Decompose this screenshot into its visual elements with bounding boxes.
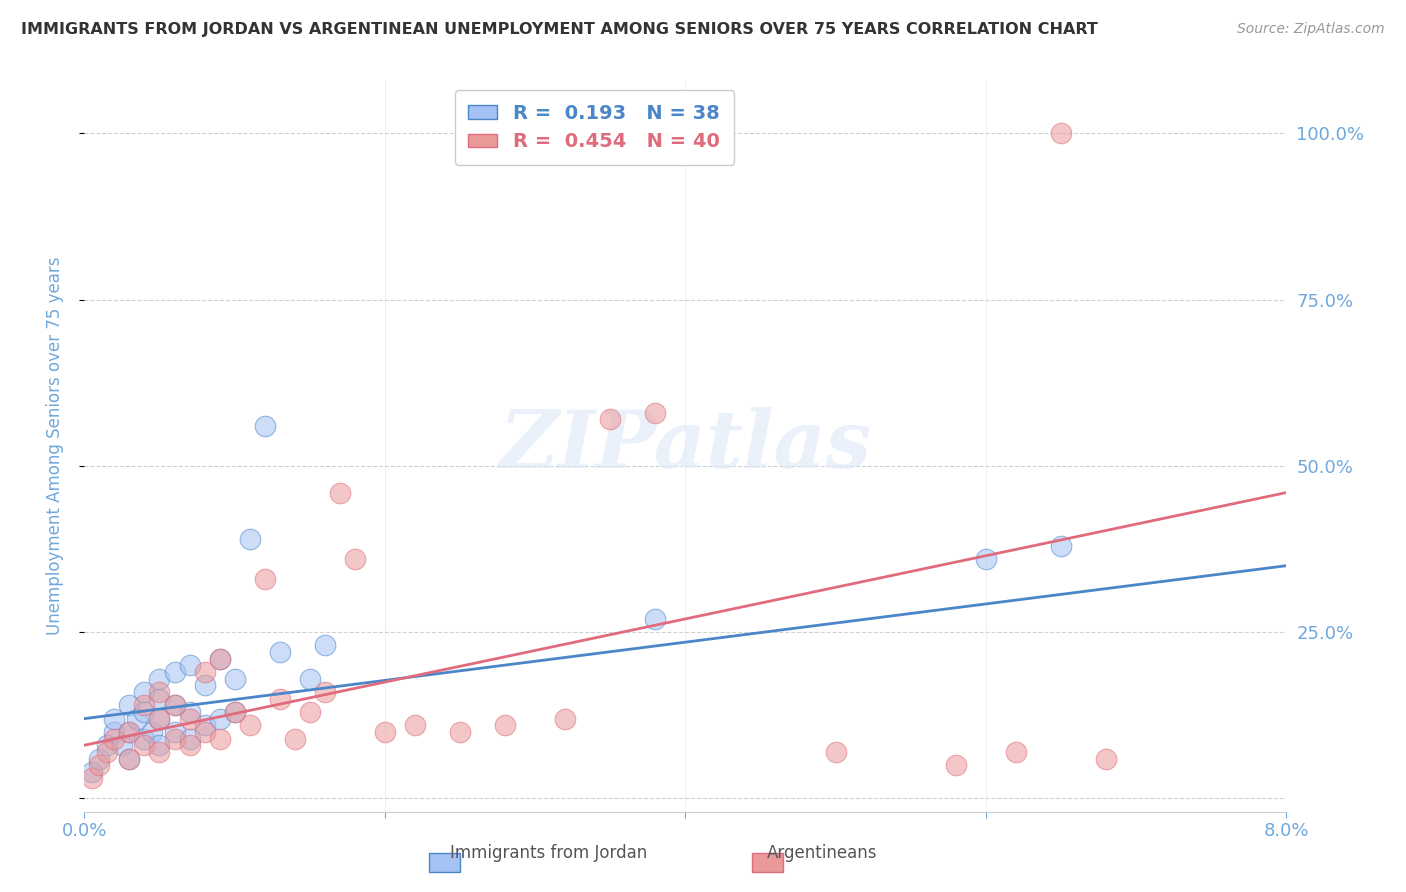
Point xyxy=(179,712,201,726)
Point xyxy=(163,698,186,713)
Point xyxy=(163,698,186,713)
Point xyxy=(179,738,201,752)
Point xyxy=(449,725,471,739)
Point xyxy=(284,731,307,746)
Point xyxy=(118,751,141,765)
Point xyxy=(269,645,291,659)
Point xyxy=(179,705,201,719)
Point xyxy=(1005,745,1028,759)
Point xyxy=(269,691,291,706)
Point xyxy=(644,612,666,626)
Point xyxy=(96,738,118,752)
Point xyxy=(103,712,125,726)
Point xyxy=(103,725,125,739)
Point xyxy=(644,406,666,420)
Point xyxy=(163,725,186,739)
Point xyxy=(134,731,156,746)
Point xyxy=(194,665,217,679)
Point xyxy=(103,731,125,746)
Point xyxy=(239,718,262,732)
Point xyxy=(148,685,170,699)
Point xyxy=(134,738,156,752)
Point xyxy=(194,718,217,732)
Point xyxy=(96,745,118,759)
Point xyxy=(298,672,321,686)
Point xyxy=(148,738,170,752)
Text: IMMIGRANTS FROM JORDAN VS ARGENTINEAN UNEMPLOYMENT AMONG SENIORS OVER 75 YEARS C: IMMIGRANTS FROM JORDAN VS ARGENTINEAN UN… xyxy=(21,22,1098,37)
Point xyxy=(118,725,141,739)
Point xyxy=(974,552,997,566)
Point xyxy=(148,691,170,706)
Point xyxy=(224,672,246,686)
Point xyxy=(824,745,846,759)
Text: Argentineans: Argentineans xyxy=(768,844,877,862)
Point xyxy=(134,685,156,699)
Point xyxy=(118,751,141,765)
Point xyxy=(148,712,170,726)
Point xyxy=(1050,539,1073,553)
Point xyxy=(118,725,141,739)
Point xyxy=(194,678,217,692)
Point xyxy=(314,685,336,699)
Point xyxy=(253,419,276,434)
Text: Source: ZipAtlas.com: Source: ZipAtlas.com xyxy=(1237,22,1385,37)
Point xyxy=(148,745,170,759)
Point xyxy=(89,751,111,765)
Point xyxy=(554,712,576,726)
Point xyxy=(148,672,170,686)
Point xyxy=(194,725,217,739)
Point xyxy=(141,725,163,739)
Y-axis label: Unemployment Among Seniors over 75 years: Unemployment Among Seniors over 75 years xyxy=(45,257,63,635)
Point xyxy=(80,764,103,779)
Point xyxy=(208,652,231,666)
Point xyxy=(208,652,231,666)
Point xyxy=(404,718,426,732)
Point xyxy=(80,772,103,786)
Point xyxy=(1050,127,1073,141)
Point xyxy=(134,698,156,713)
Point xyxy=(374,725,396,739)
Point xyxy=(599,412,621,426)
Point xyxy=(329,485,352,500)
Point xyxy=(224,705,246,719)
Text: Immigrants from Jordan: Immigrants from Jordan xyxy=(450,844,647,862)
Point xyxy=(134,705,156,719)
Point xyxy=(125,712,148,726)
Point xyxy=(179,731,201,746)
Point xyxy=(89,758,111,772)
Point xyxy=(208,712,231,726)
Point xyxy=(179,658,201,673)
Point xyxy=(163,731,186,746)
Point xyxy=(343,552,366,566)
Point xyxy=(314,639,336,653)
Point xyxy=(945,758,967,772)
Point xyxy=(148,712,170,726)
Point xyxy=(298,705,321,719)
Point xyxy=(118,698,141,713)
Point xyxy=(224,705,246,719)
Point xyxy=(1095,751,1118,765)
Point xyxy=(163,665,186,679)
Point xyxy=(239,532,262,546)
Text: ZIPatlas: ZIPatlas xyxy=(499,408,872,484)
Point xyxy=(208,731,231,746)
Point xyxy=(253,572,276,586)
Point xyxy=(111,738,134,752)
Point xyxy=(494,718,516,732)
Legend: R =  0.193   N = 38, R =  0.454   N = 40: R = 0.193 N = 38, R = 0.454 N = 40 xyxy=(454,90,734,165)
